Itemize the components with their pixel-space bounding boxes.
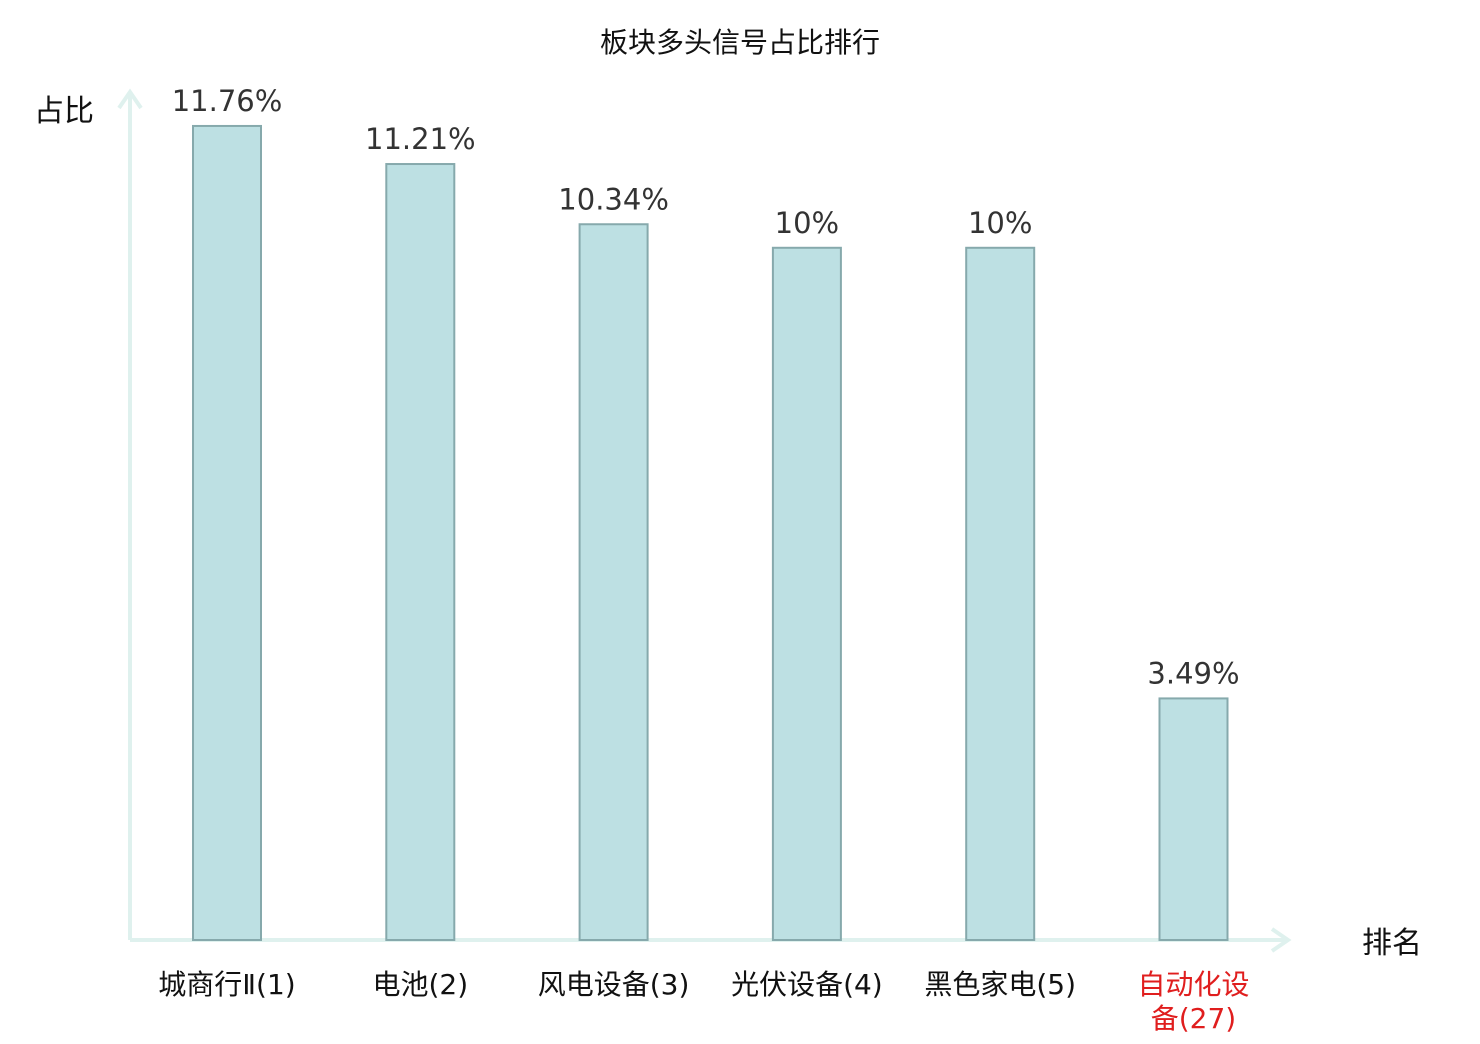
- value-label-2: 11.21%: [365, 122, 476, 156]
- x-axis-label: 排名: [1362, 926, 1422, 961]
- y-axis-label: 占比: [34, 94, 94, 129]
- x-axis-arrow: [1270, 927, 1292, 953]
- chart-title: 板块多头信号占比排行: [600, 26, 880, 59]
- category-label-6: 自动化设备(27): [1137, 968, 1249, 1035]
- bar-1: [192, 124, 262, 941]
- bar-3: [578, 223, 649, 941]
- value-labels-group: 11.76% 11.21% 10.34% 10% 10% 3.49%: [172, 84, 1240, 690]
- bars-group: [192, 124, 1229, 942]
- bar-4: [771, 246, 842, 942]
- category-label-5: 黑色家电(5): [924, 968, 1076, 1001]
- value-label-4: 10%: [775, 206, 839, 240]
- value-label-5: 10%: [968, 206, 1032, 240]
- category-label-1: 城商行Ⅱ(1): [158, 968, 295, 1001]
- category-label-4: 光伏设备(4): [731, 968, 883, 1001]
- y-axis-arrow: [117, 88, 143, 110]
- bar-5: [965, 246, 1036, 942]
- category-label-2: 电池(2): [372, 968, 468, 1001]
- category-label-3: 风电设备(3): [538, 968, 690, 1001]
- value-label-6: 3.49%: [1147, 656, 1239, 690]
- bar-2: [385, 163, 456, 941]
- category-labels-group: 城商行Ⅱ(1) 电池(2) 风电设备(3) 光伏设备(4) 黑色家电(5) 自动化设备(2…: [158, 968, 1249, 1035]
- value-label-3: 10.34%: [558, 182, 669, 216]
- bar-6: [1158, 697, 1229, 941]
- axes: [117, 88, 1292, 953]
- value-label-1: 11.76%: [172, 84, 283, 118]
